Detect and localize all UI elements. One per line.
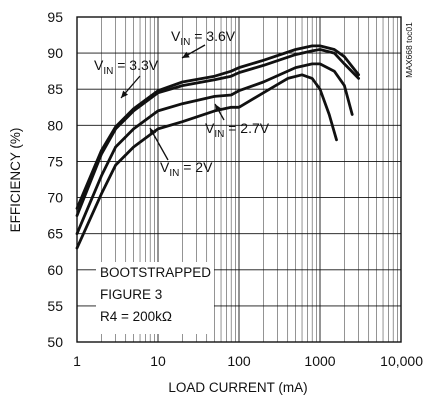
x-tick-label: 10: [150, 353, 166, 369]
tick-labels: 50 55 60 65 70 75 80 85 90 95 1 10 100 1000 10,000: [47, 9, 423, 369]
series-label: VIN = 3.6V: [171, 28, 236, 48]
series-label: VIN = 2.7V: [205, 120, 270, 140]
y-tick-label: 75: [47, 153, 63, 169]
series-lines: [75, 44, 360, 250]
y-tick-label: 50: [47, 334, 63, 350]
x-tick-label: 1000: [304, 353, 335, 369]
series-label-arrowhead: [182, 51, 190, 58]
y-tick-label: 60: [47, 262, 63, 278]
y-tick-label: 55: [47, 298, 63, 314]
series-label-arrowhead: [215, 104, 222, 112]
annotation-line: FIGURE 3: [100, 287, 162, 302]
series-labels: VIN = 3.6V VIN = 3.3V VIN = 2.7V VIN = 2V: [94, 28, 270, 179]
y-tick-label: 65: [47, 226, 63, 242]
y-tick-label: 80: [47, 117, 63, 133]
series-line: [75, 48, 360, 217]
y-tick-label: 85: [47, 81, 63, 97]
annotation-line: R4 = 200kΩ: [100, 309, 172, 324]
series-label-arrowhead: [121, 90, 128, 98]
x-axis-label: LOAD CURRENT (mA): [168, 380, 307, 395]
annotation-box: BOOTSTRAPPED FIGURE 3 R4 = 200kΩ: [96, 262, 214, 334]
side-label: MAX668 toc01: [404, 22, 414, 78]
annotation-background: [96, 262, 214, 334]
annotation-line: BOOTSTRAPPED: [100, 265, 211, 280]
series-line: [75, 62, 354, 236]
y-tick-label: 95: [47, 9, 63, 25]
series-line: [75, 44, 360, 210]
x-tick-label: 10,000: [380, 353, 423, 369]
series-line: [75, 73, 338, 250]
x-tick-label: 100: [227, 353, 251, 369]
x-tick-label: 1: [73, 353, 81, 369]
plot-area-frame: [76, 16, 402, 343]
y-axis-label: EFFICIENCY (%): [8, 128, 23, 233]
series-label: VIN = 2V: [160, 159, 213, 179]
y-tick-label: 70: [47, 190, 63, 206]
series-label: VIN = 3.3V: [94, 57, 159, 77]
series-label-arrowhead: [150, 128, 157, 136]
y-tick-label: 90: [47, 45, 63, 61]
